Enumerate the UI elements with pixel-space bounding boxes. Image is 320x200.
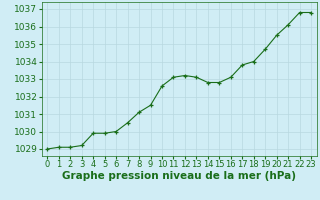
X-axis label: Graphe pression niveau de la mer (hPa): Graphe pression niveau de la mer (hPa) <box>62 171 296 181</box>
